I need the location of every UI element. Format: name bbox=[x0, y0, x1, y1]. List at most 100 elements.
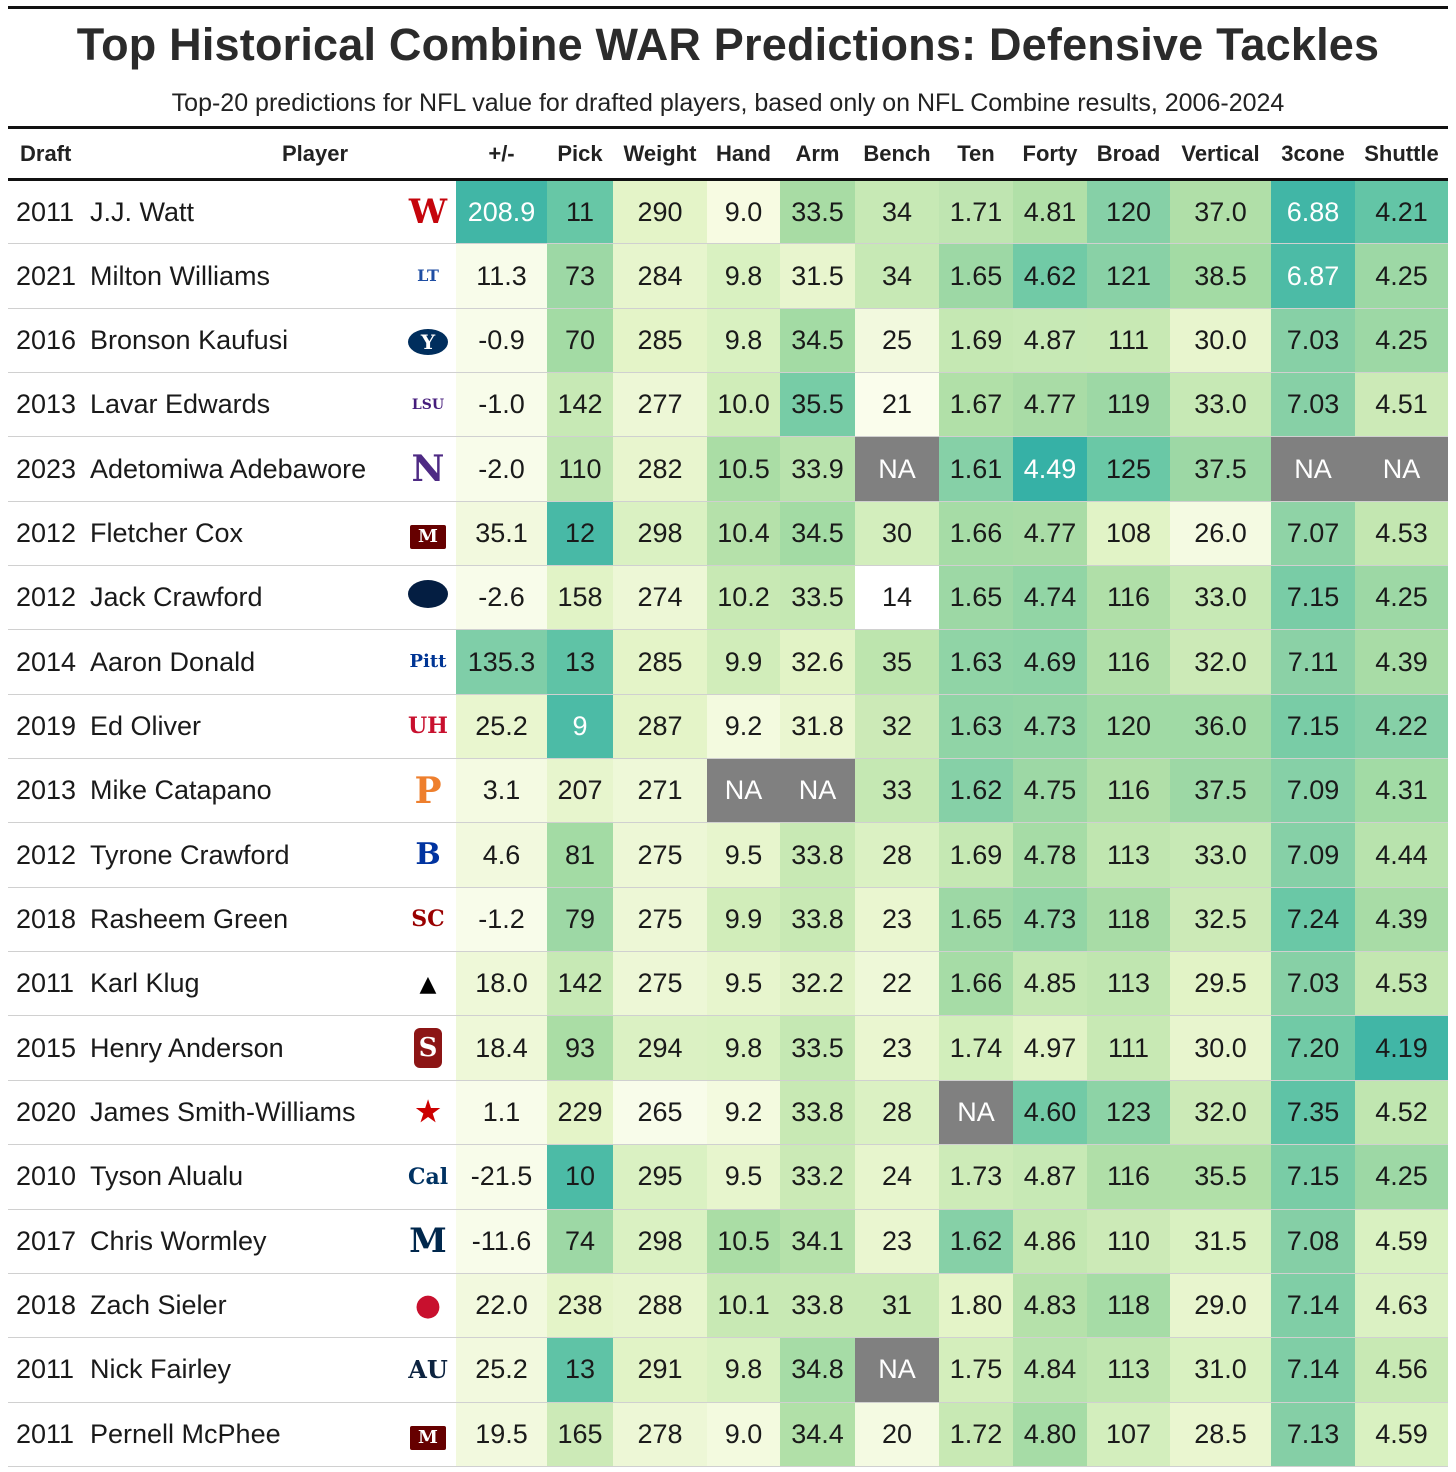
data-table: Draft Player +/- Pick Weight Hand Arm Be… bbox=[8, 126, 1448, 1467]
header-vertical: Vertical bbox=[1170, 126, 1271, 181]
ten-cell: 1.62 bbox=[939, 758, 1013, 824]
broad-cell: 108 bbox=[1087, 501, 1170, 567]
plus-minus-cell: 11.3 bbox=[456, 243, 547, 309]
draft-year-cell: 2012 bbox=[8, 501, 90, 567]
forty-cell: 4.69 bbox=[1013, 629, 1087, 695]
boise-state-logo-icon: B bbox=[415, 837, 441, 873]
draft-year-cell: 2021 bbox=[8, 243, 90, 309]
table-row: 2012 Jack Crawford -2.6 158 274 10.2 33.5 14 1.6… bbox=[8, 565, 1448, 631]
shuttle-cell: 4.52 bbox=[1355, 1080, 1448, 1146]
weight-cell: 274 bbox=[613, 565, 707, 631]
draft-year-cell: 2012 bbox=[8, 565, 90, 631]
weight-cell: 287 bbox=[613, 694, 707, 760]
draft-year-cell: 2017 bbox=[8, 1209, 90, 1274]
school-logo-cell: UH bbox=[400, 694, 456, 760]
bench-cell: 34 bbox=[855, 243, 939, 309]
shuttle-cell: 4.31 bbox=[1355, 758, 1448, 824]
hand-cell: 10.2 bbox=[707, 565, 780, 631]
arm-cell: 33.5 bbox=[780, 565, 855, 631]
weight-cell: 290 bbox=[613, 179, 707, 245]
bench-cell: 33 bbox=[855, 758, 939, 824]
ten-cell: 1.63 bbox=[939, 629, 1013, 695]
school-logo-cell: LT bbox=[400, 243, 456, 309]
ten-cell: 1.72 bbox=[939, 1402, 1013, 1467]
forty-cell: 4.86 bbox=[1013, 1209, 1087, 1274]
table-row: 2012 Tyrone Crawford B 4.6 81 275 9.5 33.8 28 1.6… bbox=[8, 822, 1448, 888]
broad-cell: 121 bbox=[1087, 243, 1170, 309]
school-logo-cell: M bbox=[400, 1209, 456, 1274]
draft-year-cell: 2011 bbox=[8, 1337, 90, 1403]
table-row: 2021 Milton Williams LT 11.3 73 284 9.8 31.5 34 1… bbox=[8, 243, 1448, 309]
plus-minus-cell: -21.5 bbox=[456, 1144, 547, 1210]
plus-minus-cell: 25.2 bbox=[456, 1337, 547, 1403]
table-row: 2019 Ed Oliver UH 25.2 9 287 9.2 31.8 32 1.63 4.73… bbox=[8, 694, 1448, 760]
3cone-cell: 6.87 bbox=[1271, 243, 1355, 309]
header-pick: Pick bbox=[547, 126, 613, 181]
pick-cell: 165 bbox=[547, 1402, 613, 1467]
broad-cell: 120 bbox=[1087, 694, 1170, 760]
penn-state-logo-icon bbox=[408, 580, 448, 609]
shuttle-cell: 4.59 bbox=[1355, 1402, 1448, 1467]
arm-cell: 33.8 bbox=[780, 887, 855, 953]
broad-cell: 110 bbox=[1087, 1209, 1170, 1274]
broad-cell: 118 bbox=[1087, 887, 1170, 953]
hand-cell: 9.5 bbox=[707, 951, 780, 1017]
bench-cell: NA bbox=[855, 1337, 939, 1403]
player-name-cell: Ed Oliver bbox=[90, 694, 400, 760]
plus-minus-cell: 19.5 bbox=[456, 1402, 547, 1467]
plus-minus-cell: -1.0 bbox=[456, 372, 547, 438]
shuttle-cell: 4.19 bbox=[1355, 1015, 1448, 1081]
plus-minus-cell: -0.9 bbox=[456, 308, 547, 374]
shuttle-cell: 4.63 bbox=[1355, 1273, 1448, 1339]
draft-year-cell: 2015 bbox=[8, 1015, 90, 1081]
weight-cell: 285 bbox=[613, 308, 707, 374]
table-row: 2018 Rasheem Green SC -1.2 79 275 9.9 33.8 23 1.6… bbox=[8, 887, 1448, 953]
vertical-cell: 35.5 bbox=[1170, 1144, 1271, 1210]
pick-cell: 79 bbox=[547, 887, 613, 953]
school-logo-cell: Y bbox=[400, 308, 456, 374]
pick-cell: 9 bbox=[547, 694, 613, 760]
broad-cell: 113 bbox=[1087, 1337, 1170, 1403]
player-name-cell: Jack Crawford bbox=[90, 565, 400, 631]
forty-cell: 4.85 bbox=[1013, 951, 1087, 1017]
stanford-logo-icon: S bbox=[414, 1028, 442, 1069]
table-row: 2013 Mike Catapano P 3.1 207 271 NA NA 33 1.62 4.7… bbox=[8, 758, 1448, 824]
table-body: 2011 J.J. Watt W 208.9 11 290 9.0 33.5 34 1.71 4.8… bbox=[8, 179, 1448, 1467]
pick-cell: 142 bbox=[547, 372, 613, 438]
vertical-cell: 33.0 bbox=[1170, 372, 1271, 438]
bench-cell: 14 bbox=[855, 565, 939, 631]
broad-cell: 111 bbox=[1087, 1015, 1170, 1081]
ten-cell: 1.66 bbox=[939, 501, 1013, 567]
3cone-cell: 7.24 bbox=[1271, 887, 1355, 953]
shuttle-cell: NA bbox=[1355, 436, 1448, 502]
hand-cell: 9.8 bbox=[707, 1015, 780, 1081]
3cone-cell: NA bbox=[1271, 436, 1355, 502]
ten-cell: 1.69 bbox=[939, 308, 1013, 374]
weight-cell: 284 bbox=[613, 243, 707, 309]
forty-cell: 4.74 bbox=[1013, 565, 1087, 631]
pick-cell: 229 bbox=[547, 1080, 613, 1146]
draft-year-cell: 2011 bbox=[8, 179, 90, 245]
plus-minus-cell: 208.9 bbox=[456, 179, 547, 245]
hand-cell: 9.9 bbox=[707, 629, 780, 695]
weight-cell: 275 bbox=[613, 822, 707, 888]
pick-cell: 110 bbox=[547, 436, 613, 502]
shuttle-cell: 4.56 bbox=[1355, 1337, 1448, 1403]
bench-cell: 22 bbox=[855, 951, 939, 1017]
nc-state-logo-icon: ★ bbox=[415, 1095, 441, 1129]
chart-title: Top Historical Combine WAR Predictions: … bbox=[76, 19, 1380, 70]
bench-cell: 35 bbox=[855, 629, 939, 695]
player-name-cell: James Smith-Williams bbox=[90, 1080, 400, 1146]
school-logo-cell: ▲ bbox=[400, 951, 456, 1017]
ten-cell: 1.66 bbox=[939, 951, 1013, 1017]
pitt-logo-icon: Pitt bbox=[409, 651, 447, 673]
ten-cell: NA bbox=[939, 1080, 1013, 1146]
player-name-cell: Mike Catapano bbox=[90, 758, 400, 824]
hand-cell: 9.9 bbox=[707, 887, 780, 953]
shuttle-cell: 4.44 bbox=[1355, 822, 1448, 888]
ten-cell: 1.73 bbox=[939, 1144, 1013, 1210]
forty-cell: 4.77 bbox=[1013, 501, 1087, 567]
pick-cell: 11 bbox=[547, 179, 613, 245]
forty-cell: 4.73 bbox=[1013, 887, 1087, 953]
weight-cell: 295 bbox=[613, 1144, 707, 1210]
